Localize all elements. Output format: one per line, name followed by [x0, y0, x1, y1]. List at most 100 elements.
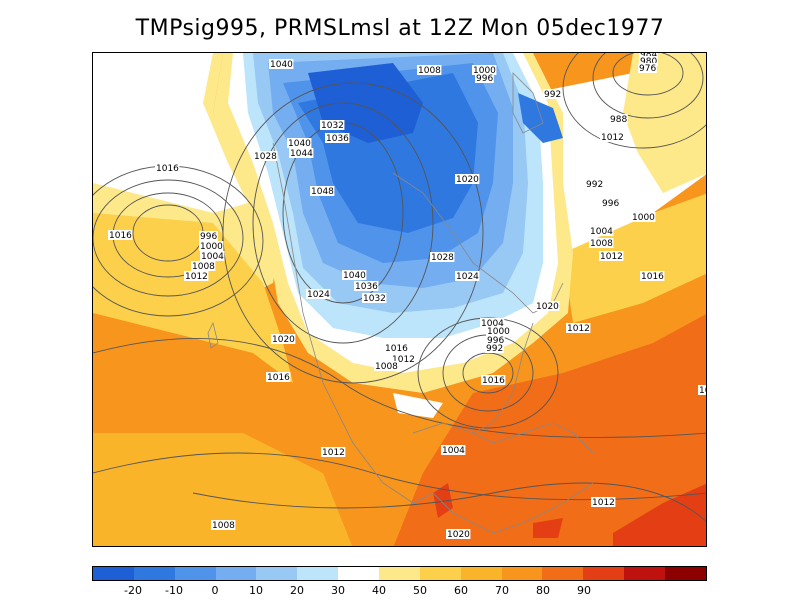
isobar-high-3: [222, 82, 484, 384]
isobar-label-bg: [391, 354, 416, 364]
isobar-label: 988: [610, 115, 627, 125]
gulf-white-pocket: [393, 393, 443, 418]
isobar-label-bg: [486, 335, 505, 345]
west-coast: [272, 142, 454, 514]
isobar-label: 1032: [321, 121, 344, 131]
isobar-label-bg: [269, 59, 294, 69]
greenland-coast: [512, 72, 544, 134]
isobar-label-bg: [640, 271, 665, 281]
isobar-label: 992: [544, 90, 561, 100]
isobar-label-bg: [266, 372, 291, 382]
isobar-label-bg: [481, 375, 506, 385]
isobar-label-bg: [599, 251, 624, 261]
isobar-label-bg: [430, 252, 455, 262]
isobar-label: 992: [586, 180, 603, 190]
isobar-label-bg: [475, 73, 494, 83]
temperature-colorbar: [92, 566, 707, 581]
isobar-label-bg: [480, 318, 505, 328]
isobar-label-bg: [325, 133, 350, 143]
isobar-label: 1040: [270, 60, 293, 70]
isobar-label: 1008: [212, 521, 235, 531]
isobar-label-bg: [566, 323, 591, 333]
isobar-label: 1016: [385, 344, 408, 354]
isobar-label-bg: [485, 343, 504, 353]
isobar-label-bg: [200, 251, 225, 261]
isobar-label: 1012: [600, 252, 623, 262]
colorbar-segment: [379, 567, 420, 580]
colorbar-segment: [460, 567, 502, 580]
isobar-high-2: [252, 102, 434, 344]
colorbar-segment: [583, 567, 625, 580]
isobar-label: 1016: [482, 376, 505, 386]
se-red-patch: [613, 483, 706, 546]
isobar-label-bg: [585, 179, 604, 189]
colorbar-tick-label: -10: [165, 584, 183, 597]
isobar-label: 1012: [185, 272, 208, 282]
isobar-label-bg: [455, 174, 480, 184]
isobar-label-bg: [441, 445, 466, 455]
isobar-label-bg: [609, 114, 628, 124]
pacific-yellow-band: [93, 213, 293, 383]
isobar-label-bg: [384, 343, 409, 353]
colorbar-segment: [297, 567, 339, 580]
sw-yellow-orange: [93, 433, 353, 546]
hawaii-outline: [207, 321, 219, 349]
isobar-label-bg: [211, 520, 236, 530]
atlantic-yellow-ne: [623, 53, 706, 193]
isobar-label: 1048: [311, 187, 334, 197]
isobar-label-bg: [589, 238, 614, 248]
map-plot: 1040100810009969929889849809761032103610…: [92, 52, 707, 547]
isobar-south-1: [93, 338, 706, 438]
isobar-label: 1012: [392, 355, 415, 365]
isobar-south-3: [192, 482, 706, 522]
isobar-label-bg: [601, 198, 620, 208]
isobar-low-pacific-3: [93, 179, 244, 297]
east-coast: [412, 322, 534, 434]
isobar-label: 1040: [343, 271, 366, 281]
isobar-label-bg: [638, 63, 657, 73]
caribbean-red-patch: [533, 518, 563, 538]
isobar-label: 1000: [487, 327, 510, 337]
isobar-label: 1040: [288, 139, 311, 149]
coastlines: [207, 72, 594, 534]
map-title: TMPsig995, PRMSLmsl at 12Z Mon 05dec1977: [135, 16, 665, 41]
isobar-label: 1004: [442, 446, 465, 456]
colorbar-tick-label: -20: [124, 584, 142, 597]
colorbar-tick-label: 30: [331, 584, 345, 597]
colorbar-segment: [542, 567, 584, 580]
isobar-label-bg: [374, 361, 399, 371]
isobar-label: 1004: [481, 319, 504, 329]
central-america-coast: [452, 482, 594, 534]
isobar-label-bg: [472, 65, 497, 75]
isobar-labels: 1040100810009969929889849809761032103610…: [108, 53, 707, 540]
isobar-label: 1020: [447, 530, 470, 540]
colorbar-segment: [215, 567, 257, 580]
colorbar-tick-label: 70: [495, 584, 509, 597]
isobar-label: 1012: [601, 133, 624, 143]
isobar-label: 1024: [456, 272, 479, 282]
colorbar-segment: [501, 567, 543, 580]
isobar-label-bg: [306, 289, 331, 299]
colorbar-segment: [419, 567, 461, 580]
isobar-low-atlantic-2: [592, 53, 704, 119]
isobar-label-bg: [362, 293, 387, 303]
isobar-label-bg: [591, 497, 616, 507]
temperature-pressure-map: 1040100810009969929889849809761032103610…: [93, 53, 707, 546]
isobar-label: 1008: [375, 362, 398, 372]
isobar-label-bg: [486, 326, 511, 336]
colorbar-segment: [133, 567, 175, 580]
isobar-label: 980: [640, 57, 657, 67]
isobar-label: 992: [486, 344, 503, 354]
colorbar-tick-label: 10: [249, 584, 263, 597]
colorbar-segment: [338, 567, 380, 580]
isobar-label: 996: [487, 336, 504, 346]
isobar-label-bg: [342, 270, 367, 280]
se-orange-red: [393, 314, 706, 546]
isobar-label: 1008: [418, 66, 441, 76]
isobar-label-bg: [446, 529, 471, 539]
isobar-label: 1000: [200, 242, 223, 252]
isobar-label: 102: [699, 386, 707, 396]
colorbar-tick-labels: -20 -10 0 10 20 30 40 50 60 70 80 90: [92, 584, 707, 598]
isobar-low-atlantic-3: [562, 53, 706, 149]
isobar-label-bg: [289, 148, 314, 158]
